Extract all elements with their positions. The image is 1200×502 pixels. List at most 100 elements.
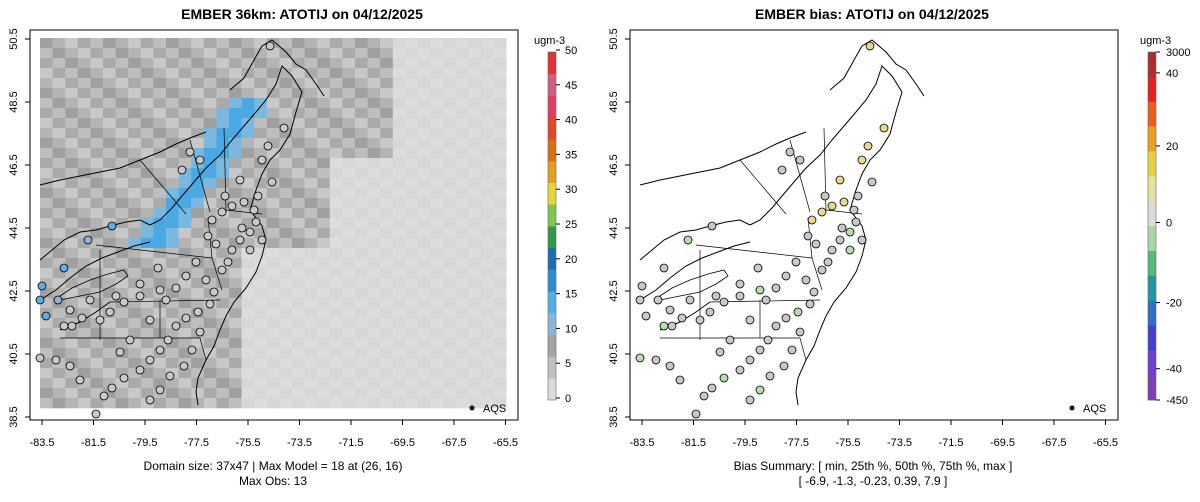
grid-cell xyxy=(241,108,255,119)
grid-cell xyxy=(455,398,469,409)
grid-cell xyxy=(140,158,154,169)
grid-cell xyxy=(279,348,293,359)
grid-cell xyxy=(229,228,242,239)
grid-cell xyxy=(153,38,167,49)
grid-cell xyxy=(65,108,79,119)
grid-cell xyxy=(443,308,457,319)
grid-cell xyxy=(468,368,482,379)
grid-cell xyxy=(380,228,394,239)
bias-site xyxy=(787,345,797,355)
grid-cell xyxy=(166,398,179,409)
grid-cell xyxy=(418,198,431,209)
grid-cell xyxy=(115,398,129,409)
grid-cell xyxy=(52,258,66,269)
grid-cell xyxy=(493,348,507,359)
grid-cell xyxy=(392,88,406,99)
grid-cell xyxy=(443,238,457,249)
grid-cell xyxy=(128,188,142,199)
grid-cell xyxy=(355,118,368,129)
grid-cell xyxy=(292,298,305,309)
obs-site xyxy=(165,371,175,381)
colorbar-tick-label: 20 xyxy=(565,254,577,266)
grid-cell xyxy=(166,168,179,179)
grid-cell xyxy=(90,288,104,299)
grid-cell xyxy=(279,228,293,239)
grid-cell xyxy=(443,148,457,159)
grid-cell xyxy=(455,228,469,239)
grid-cell xyxy=(166,358,179,369)
grid-cell xyxy=(203,48,217,59)
legend-aqs-marker xyxy=(469,405,475,411)
grid-cell xyxy=(279,278,293,289)
grid-cell xyxy=(279,158,293,169)
grid-cell xyxy=(418,208,431,219)
obs-site xyxy=(135,279,145,289)
grid-cell xyxy=(203,168,217,179)
grid-cell xyxy=(216,288,230,299)
grid-cell xyxy=(443,198,457,209)
grid-cell xyxy=(254,258,268,269)
grid-cell xyxy=(77,198,91,209)
colorbar-unit: ugm-3 xyxy=(534,35,565,47)
grid-cell xyxy=(329,278,343,289)
grid-cell xyxy=(367,78,381,89)
grid-cell xyxy=(279,198,293,209)
colorbar-swatch xyxy=(548,226,556,249)
grid-cell xyxy=(317,328,331,339)
bias-site xyxy=(735,279,745,289)
grid-cell xyxy=(443,338,457,349)
grid-cell xyxy=(380,128,394,139)
grid-cell xyxy=(405,228,419,239)
obs-site xyxy=(279,123,289,133)
grid-cell xyxy=(178,348,192,359)
grid-cell xyxy=(266,328,280,339)
grid-cell xyxy=(216,338,230,349)
grid-cell xyxy=(317,128,331,139)
grid-cell xyxy=(468,148,482,159)
grid-cell xyxy=(229,188,242,199)
grid-cell xyxy=(166,38,179,49)
grid-cell xyxy=(266,68,280,79)
grid-cell xyxy=(430,398,444,409)
grid-cell xyxy=(166,248,179,259)
grid-cell xyxy=(279,328,293,339)
grid-cell xyxy=(40,268,53,279)
x-tick-label: -79.5 xyxy=(732,437,757,449)
x-tick-label: -79.5 xyxy=(132,437,157,449)
obs-site xyxy=(145,395,155,405)
grid-cell xyxy=(266,238,280,249)
coastline xyxy=(149,65,303,406)
grid-cell xyxy=(392,338,406,349)
obs-site xyxy=(245,245,255,255)
grid-cell xyxy=(241,68,255,79)
grid-cell xyxy=(90,78,104,89)
grid-cell xyxy=(103,358,116,369)
bias-site xyxy=(781,271,791,281)
grid-cell xyxy=(481,168,494,179)
obs-site xyxy=(220,191,230,201)
grid-cell xyxy=(77,308,91,319)
grid-cell xyxy=(418,388,431,399)
grid-cell xyxy=(203,178,217,189)
grid-cell xyxy=(115,168,129,179)
grid-cell xyxy=(153,198,167,209)
grid-cell xyxy=(430,158,444,169)
grid-cell xyxy=(380,388,394,399)
colorbar-tick-label: 0 xyxy=(1166,218,1172,230)
grid-cell xyxy=(178,98,192,109)
grid-cell xyxy=(430,178,444,189)
grid-cell xyxy=(178,108,192,119)
obs-site xyxy=(195,327,205,337)
grid-cell xyxy=(304,318,318,329)
grid-cell xyxy=(493,178,507,189)
grid-cell xyxy=(292,118,305,129)
grid-cell xyxy=(342,178,356,189)
grid-cell xyxy=(481,378,494,389)
grid-cell xyxy=(153,188,167,199)
bias-site xyxy=(845,245,855,255)
grid-cell xyxy=(405,368,419,379)
obs-site xyxy=(41,311,51,321)
grid-cell xyxy=(329,318,343,329)
panel-title: EMBER 36km: ATOTIJ on 04/12/2025 xyxy=(181,6,423,22)
grid-cell xyxy=(140,148,154,159)
